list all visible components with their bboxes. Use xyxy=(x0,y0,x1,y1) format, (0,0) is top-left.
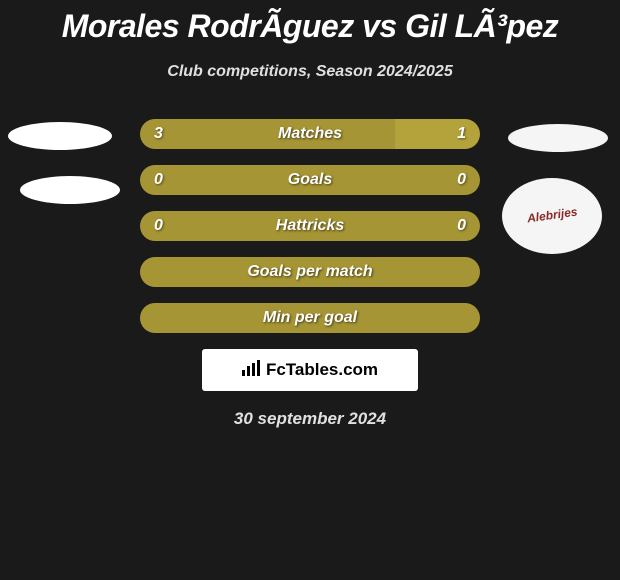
chart-icon xyxy=(242,360,262,381)
stat-label: Matches xyxy=(278,119,342,149)
stat-row: Min per goal xyxy=(0,303,620,333)
stat-value-left: 3 xyxy=(140,119,395,149)
branding-badge: FcTables.com xyxy=(202,349,418,391)
season-subtitle: Club competitions, Season 2024/2025 xyxy=(0,63,620,81)
page-title: Morales RodrÃ­guez vs Gil LÃ³pez xyxy=(0,0,620,45)
stat-row: 31 Matches xyxy=(0,119,620,149)
stat-value-right: 0 xyxy=(457,211,480,241)
stat-label: Goals per match xyxy=(247,257,372,287)
stat-row: Goals per match xyxy=(0,257,620,287)
stat-value-right: 0 xyxy=(457,165,480,195)
stat-row: 00Goals xyxy=(0,165,620,195)
stat-value-right: 1 xyxy=(395,119,480,149)
stat-label: Min per goal xyxy=(263,303,357,333)
stat-label: Goals xyxy=(288,165,332,195)
stat-label: Hattricks xyxy=(276,211,344,241)
stat-bar: Min per goal xyxy=(140,303,480,333)
stat-bar: Goals per match xyxy=(140,257,480,287)
stat-row: 00Hattricks xyxy=(0,211,620,241)
date-line: 30 september 2024 xyxy=(0,409,620,429)
branding-text: FcTables.com xyxy=(266,360,378,380)
stat-bar: 00Goals xyxy=(140,165,480,195)
stat-bar: 00Hattricks xyxy=(140,211,480,241)
stats-chart: 31Matches00Goals00HattricksGoals per mat… xyxy=(0,119,620,333)
stat-bar: 31 Matches xyxy=(140,119,480,149)
